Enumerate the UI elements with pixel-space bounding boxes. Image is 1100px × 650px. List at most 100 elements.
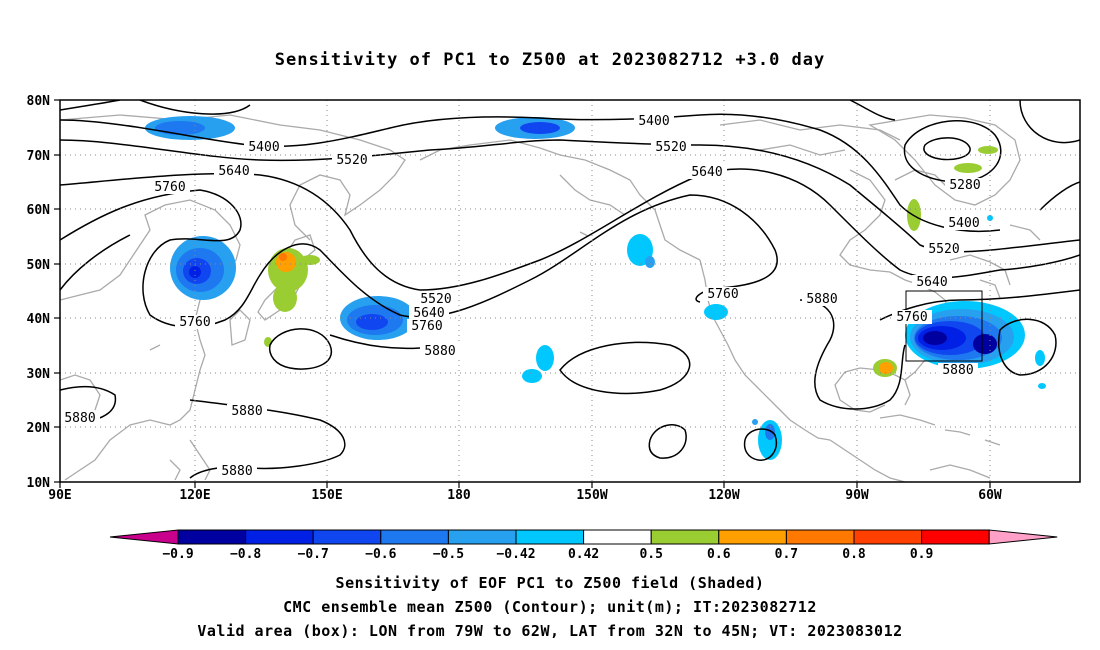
contour-label-halo bbox=[175, 315, 215, 329]
contour-label-halo bbox=[802, 292, 842, 306]
contour-label-5760-a: 5760 bbox=[154, 180, 185, 195]
colorbar-label: −0.9 bbox=[162, 547, 193, 562]
contour-label-halo bbox=[420, 344, 460, 358]
colorbar-label: 0.8 bbox=[842, 547, 866, 562]
contour-label-halo bbox=[892, 310, 932, 324]
contour-label-5400-b: 5400 bbox=[638, 114, 669, 129]
colorbar-label: 0.9 bbox=[910, 547, 933, 562]
lat-label: 30N bbox=[27, 367, 51, 382]
contour-label-halo bbox=[938, 363, 978, 377]
colorbar-swatch bbox=[245, 529, 314, 545]
shade-blob bbox=[536, 345, 554, 371]
valid-area-box bbox=[905, 290, 983, 362]
colorbar-label: 0.6 bbox=[707, 547, 731, 562]
lat-label: 40N bbox=[27, 312, 51, 327]
contour-label-5880-a: 5880 bbox=[424, 344, 455, 359]
contour-label-halo bbox=[150, 180, 190, 194]
contour-label-halo bbox=[703, 287, 743, 301]
colorbar-swatch bbox=[853, 529, 923, 545]
shade-blob bbox=[978, 146, 998, 154]
contour-label-halo bbox=[409, 306, 449, 320]
shade-blob bbox=[189, 266, 201, 278]
contour-label-5520-b: 5520 bbox=[655, 140, 686, 155]
lon-label: 120W bbox=[708, 488, 739, 503]
lat-label: 20N bbox=[27, 421, 51, 436]
colorbar-swatch bbox=[921, 529, 990, 545]
contour-label-5280: 5280 bbox=[949, 178, 980, 193]
shade-blob bbox=[987, 215, 993, 221]
colorbar-label: −0.6 bbox=[365, 547, 396, 562]
longitude-axis: 90E 120E 150E 180 150W 120W 90W 60W bbox=[48, 482, 1002, 503]
contour-label-halo bbox=[227, 404, 267, 418]
contour-label-halo bbox=[634, 114, 674, 128]
lon-label: 90W bbox=[845, 488, 869, 503]
contour-label-halo bbox=[651, 140, 691, 154]
shade-blob bbox=[522, 369, 542, 383]
contour-label-halo bbox=[687, 165, 727, 179]
colorbar-label: −0.8 bbox=[230, 547, 261, 562]
contour-label-5880-c: 5880 bbox=[221, 464, 252, 479]
colorbar: −0.9 −0.8 −0.7 −0.6 −0.5 −0.42 0.42 0.5 0.6 0.7 0.… bbox=[109, 529, 1058, 562]
contour-label-5400-c: 5400 bbox=[948, 216, 979, 231]
colorbar-label: 0.5 bbox=[639, 547, 662, 562]
contour-label-5760-c: 5760 bbox=[707, 287, 738, 302]
shade-blob bbox=[765, 424, 775, 440]
map-frame bbox=[59, 99, 1081, 483]
shade-blob bbox=[1038, 383, 1046, 389]
contour-label-halo bbox=[60, 411, 100, 425]
shade-blob bbox=[520, 122, 560, 134]
contour-label-halo bbox=[944, 216, 984, 230]
lon-label: 150E bbox=[311, 488, 342, 503]
colorbar-right-arrow bbox=[988, 529, 1058, 545]
contour-label-halo bbox=[924, 242, 964, 256]
shade-blob bbox=[923, 331, 947, 345]
contour-label-5520-c: 5520 bbox=[928, 242, 959, 257]
colorbar-left-arrow bbox=[109, 529, 179, 545]
shade-blob bbox=[264, 337, 272, 347]
lat-label: 80N bbox=[27, 94, 51, 109]
contour-label-5760-b: 5760 bbox=[179, 315, 210, 330]
sensitivity-shading bbox=[145, 116, 1046, 460]
contour-label-5520-d: 5520 bbox=[420, 292, 451, 307]
shade-blob bbox=[954, 163, 982, 173]
contour-label-5640-c: 5640 bbox=[916, 275, 947, 290]
contour-label-halo bbox=[244, 140, 284, 154]
contour-label-5880-d: 5880 bbox=[806, 292, 837, 307]
lat-label: 60N bbox=[27, 203, 51, 218]
shade-blob bbox=[155, 121, 205, 135]
contour-label-5880-b: 5880 bbox=[231, 404, 262, 419]
colorbar-swatch bbox=[650, 529, 720, 545]
lat-label: 10N bbox=[27, 476, 51, 491]
colorbar-swatch bbox=[380, 529, 449, 545]
contour-label-halo bbox=[217, 464, 257, 478]
colorbar-label: −0.5 bbox=[433, 547, 464, 562]
contour-label-halo bbox=[332, 153, 372, 167]
latitude-axis: 80N 70N 60N 50N 40N 30N 20N 10N bbox=[27, 94, 60, 491]
shade-blob bbox=[879, 362, 893, 374]
contour-label-5760-d: 5760 bbox=[896, 310, 927, 325]
contour-label-5640-d: 5640 bbox=[413, 306, 444, 321]
shade-blob bbox=[752, 419, 758, 425]
caption-line-3: Valid area (box): LON from 79W to 62W, L… bbox=[197, 622, 903, 640]
contour-label-5880-e: 5880 bbox=[942, 363, 973, 378]
contour-label-5400-a: 5400 bbox=[248, 140, 279, 155]
lon-label: 150W bbox=[576, 488, 607, 503]
contour-label-5640-a: 5640 bbox=[218, 164, 249, 179]
colorbar-swatch bbox=[583, 529, 652, 545]
shade-blob bbox=[300, 255, 320, 265]
contour-label-5760-e: 5760 bbox=[411, 319, 442, 334]
shade-blob bbox=[356, 314, 388, 330]
shade-blob bbox=[273, 284, 297, 312]
plot-title: Sensitivity of PC1 to Z500 at 2023082712… bbox=[274, 50, 826, 70]
colorbar-label: −0.7 bbox=[298, 547, 329, 562]
lon-label: 90E bbox=[48, 488, 71, 503]
contour-label-5880-f: 5880 bbox=[64, 411, 95, 426]
colorbar-swatch bbox=[718, 529, 787, 545]
graticule bbox=[60, 100, 1080, 482]
colorbar-swatch bbox=[785, 529, 855, 545]
colorbar-swatch bbox=[447, 529, 517, 545]
colorbar-label: 0.7 bbox=[775, 547, 798, 562]
contour-label-halo bbox=[912, 275, 952, 289]
contour-label-halo bbox=[214, 164, 254, 178]
